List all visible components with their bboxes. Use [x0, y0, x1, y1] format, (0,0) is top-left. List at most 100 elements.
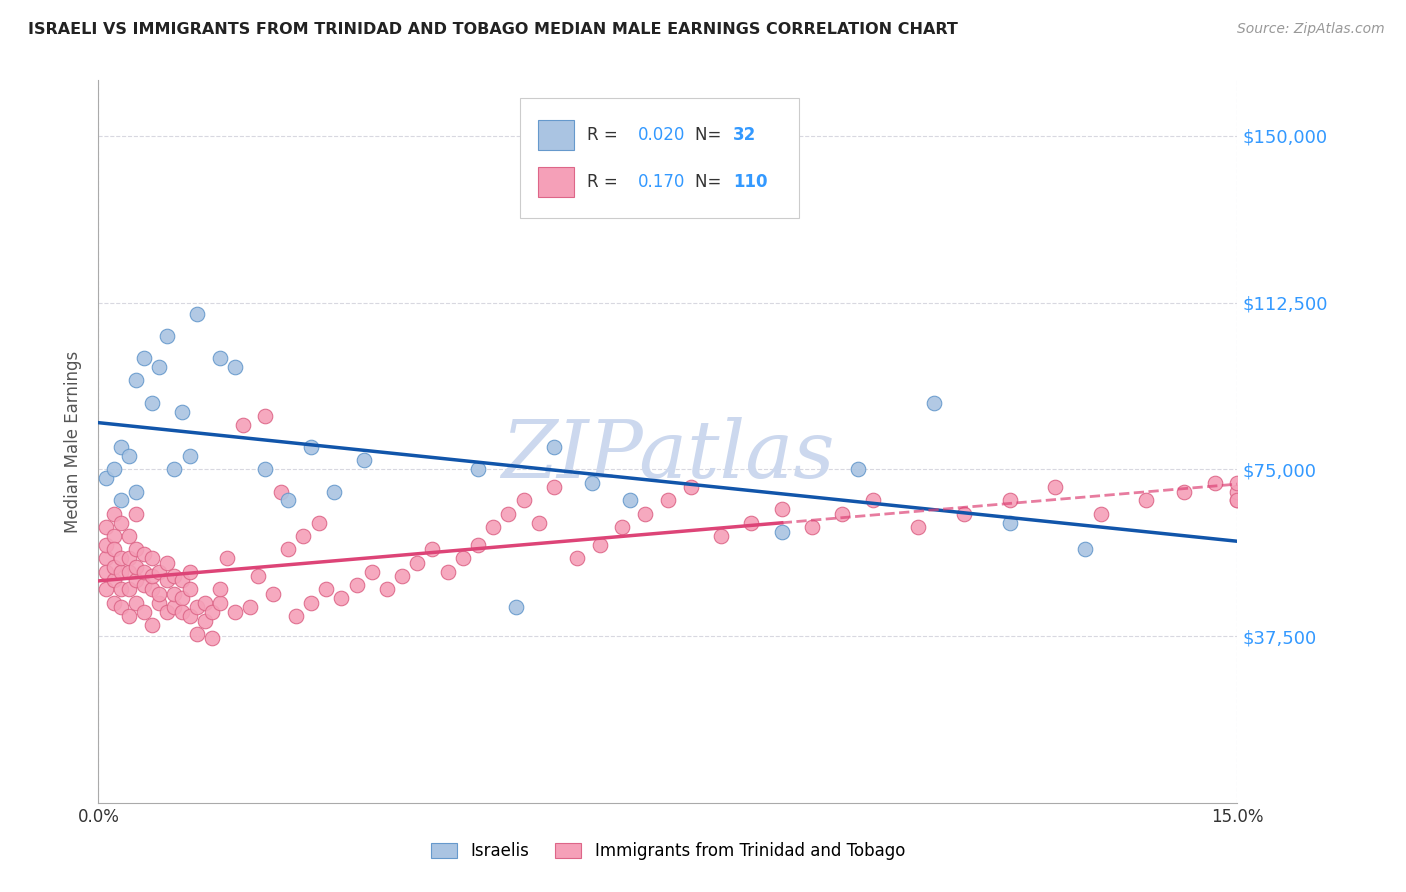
- FancyBboxPatch shape: [538, 120, 575, 151]
- Point: [170, 574, 193, 588]
- Point: [482, 520, 505, 534]
- Point: [141, 569, 163, 583]
- Point: [156, 329, 179, 343]
- Point: [330, 591, 353, 606]
- Point: [141, 551, 163, 566]
- Point: [315, 582, 337, 597]
- Point: [284, 609, 307, 624]
- Point: [467, 462, 489, 476]
- Point: [186, 307, 208, 321]
- Point: [103, 507, 125, 521]
- Point: [125, 373, 148, 387]
- Point: [125, 507, 148, 521]
- Text: 110: 110: [733, 173, 768, 191]
- Legend: Israelis, Immigrants from Trinidad and Tobago: Israelis, Immigrants from Trinidad and T…: [425, 836, 911, 867]
- Point: [740, 516, 762, 530]
- Point: [1226, 484, 1249, 499]
- Point: [308, 516, 330, 530]
- Point: [299, 440, 322, 454]
- Point: [110, 551, 132, 566]
- Point: [565, 551, 588, 566]
- Text: 32: 32: [733, 126, 756, 145]
- Point: [103, 529, 125, 543]
- Point: [922, 395, 945, 409]
- Point: [148, 360, 170, 375]
- Point: [679, 480, 702, 494]
- Point: [141, 618, 163, 632]
- Point: [110, 600, 132, 615]
- Text: Source: ZipAtlas.com: Source: ZipAtlas.com: [1237, 22, 1385, 37]
- Point: [132, 351, 155, 366]
- Point: [118, 565, 141, 579]
- Point: [543, 480, 565, 494]
- Text: 0.020: 0.020: [638, 126, 686, 145]
- Point: [194, 596, 217, 610]
- Point: [998, 516, 1021, 530]
- Point: [846, 462, 869, 476]
- Point: [953, 507, 976, 521]
- Point: [467, 538, 489, 552]
- Point: [179, 449, 201, 463]
- Text: R =: R =: [586, 126, 623, 145]
- Point: [132, 578, 155, 592]
- Point: [770, 524, 793, 539]
- Point: [262, 587, 284, 601]
- Text: R =: R =: [586, 173, 623, 191]
- Point: [103, 574, 125, 588]
- Point: [322, 484, 344, 499]
- Point: [186, 627, 208, 641]
- Point: [110, 582, 132, 597]
- Point: [831, 507, 853, 521]
- Point: [148, 596, 170, 610]
- Point: [353, 453, 375, 467]
- Point: [277, 493, 299, 508]
- Point: [132, 547, 155, 561]
- Point: [451, 551, 474, 566]
- Point: [179, 609, 201, 624]
- Point: [998, 493, 1021, 508]
- Point: [375, 582, 398, 597]
- Point: [907, 520, 929, 534]
- Point: [527, 516, 550, 530]
- Text: N=: N=: [695, 173, 727, 191]
- Point: [224, 360, 246, 375]
- Point: [141, 582, 163, 597]
- Point: [186, 600, 208, 615]
- Point: [299, 596, 322, 610]
- Point: [208, 351, 231, 366]
- Point: [94, 582, 117, 597]
- Point: [208, 596, 231, 610]
- Point: [505, 600, 527, 615]
- Point: [110, 516, 132, 530]
- Point: [406, 556, 429, 570]
- Point: [1074, 542, 1097, 557]
- Point: [125, 484, 148, 499]
- Point: [391, 569, 413, 583]
- Point: [543, 440, 565, 454]
- Point: [163, 587, 186, 601]
- Point: [360, 565, 382, 579]
- Point: [163, 462, 186, 476]
- Text: ZIPatlas: ZIPatlas: [501, 417, 835, 495]
- Point: [156, 605, 179, 619]
- Point: [512, 493, 534, 508]
- Point: [118, 529, 141, 543]
- Point: [170, 591, 193, 606]
- Point: [103, 462, 125, 476]
- Point: [118, 449, 141, 463]
- Point: [1226, 493, 1249, 508]
- FancyBboxPatch shape: [538, 167, 575, 197]
- Point: [1226, 493, 1249, 508]
- Point: [110, 493, 132, 508]
- Point: [1043, 480, 1066, 494]
- Point: [292, 529, 315, 543]
- Point: [1204, 475, 1226, 490]
- Point: [201, 605, 224, 619]
- Text: ISRAELI VS IMMIGRANTS FROM TRINIDAD AND TOBAGO MEDIAN MALE EARNINGS CORRELATION : ISRAELI VS IMMIGRANTS FROM TRINIDAD AND …: [28, 22, 957, 37]
- Point: [254, 462, 277, 476]
- Point: [346, 578, 368, 592]
- Point: [125, 560, 148, 574]
- Point: [141, 395, 163, 409]
- Point: [612, 520, 634, 534]
- Point: [170, 605, 193, 619]
